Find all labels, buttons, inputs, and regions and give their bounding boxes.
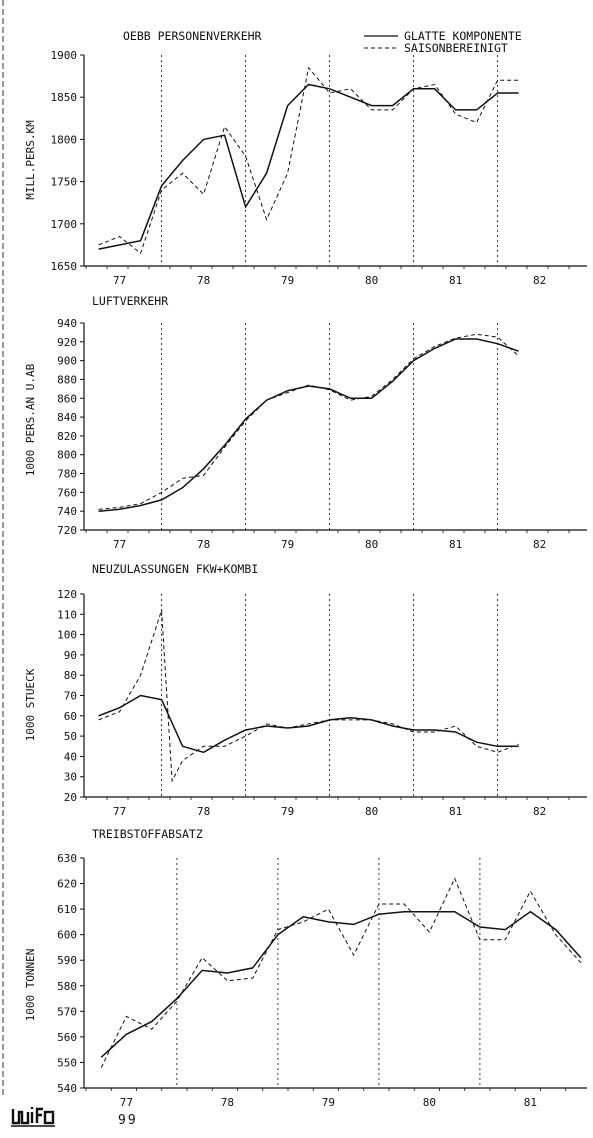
panel-treibstoff-plot: 540 550 560 570 580 590 600 610 620 630 77 78 79 80 81	[57, 852, 587, 1109]
panel-neuzulassungen: NEUZULASSUNGEN FKW+KOMBI 1000 STUECK 20 3…	[24, 562, 587, 818]
panel-neuzulassungen-plot: 20 30 40 50 60 70 80 90 100 110 120 77 78 79 80 81 82	[57, 588, 587, 818]
y-tick-label: 610	[57, 903, 77, 916]
panel-neuzulassungen-title: NEUZULASSUNGEN FKW+KOMBI	[92, 562, 258, 576]
y-tick-label: 1750	[51, 176, 78, 189]
panel-oebb: OEBB PERSONENVERKEHR MILL.PERS.KM 1650 17…	[24, 29, 587, 287]
panel-treibstoff-ylabel: 1000 TONNEN	[24, 949, 37, 1022]
series-line-glatte	[98, 694, 519, 754]
panel-treibstoff: TREIBSTOFFABSATZ 1000 TONNEN 540 550 560 57…	[24, 827, 587, 1109]
y-tick-label: 630	[57, 852, 77, 865]
y-tick-label: 1650	[51, 260, 78, 273]
y-tick-label: 600	[57, 929, 77, 942]
x-tick-label: 82	[533, 538, 546, 551]
panel-oebb-plot: 1650 1700 1750 1800 1850 1900 77 78 79 80 81 82	[51, 49, 587, 287]
series-line-glatte	[98, 338, 519, 512]
y-tick-label: 780	[57, 468, 77, 481]
y-tick-label: 1900	[51, 49, 78, 62]
y-tick-label: 570	[57, 1005, 77, 1018]
series-line-saison	[98, 66, 519, 255]
x-tick-label: 79	[322, 1096, 335, 1109]
series-line-glatte	[100, 910, 582, 1058]
series-line-saison	[98, 333, 519, 510]
y-tick-label: 90	[64, 649, 77, 662]
y-tick-label: 590	[57, 954, 77, 967]
y-tick-label: 20	[64, 791, 77, 804]
y-tick-label: 1700	[51, 218, 78, 231]
panel-neuzulassungen-ylabel: 1000 STUECK	[24, 668, 37, 741]
x-tick-label: 80	[365, 274, 378, 287]
series-line-glatte	[98, 83, 519, 250]
x-tick-label: 77	[113, 274, 126, 287]
panel-luftverkehr-title: LUFTVERKEHR	[92, 294, 168, 308]
y-tick-label: 560	[57, 1031, 77, 1044]
y-tick-label: 1800	[51, 133, 78, 146]
y-tick-label: 720	[57, 524, 77, 537]
y-tick-label: 740	[57, 505, 77, 518]
y-tick-label: 40	[64, 750, 77, 763]
panel-luftverkehr: LUFTVERKEHR 1000 PERS.AN U.AB 7207407607…	[24, 294, 587, 551]
x-tick-label: 82	[533, 274, 546, 287]
y-tick-label: 840	[57, 411, 77, 424]
x-tick-label: 80	[365, 538, 378, 551]
y-tick-label: 900	[57, 355, 77, 368]
y-tick-label: 760	[57, 486, 77, 499]
legend: GLATTE KOMPONENTE SAISONBEREINIGT	[364, 29, 522, 55]
x-tick-label: 80	[365, 805, 378, 818]
x-tick-label: 77	[113, 805, 126, 818]
panel-luftverkehr-ylabel: 1000 PERS.AN U.AB	[24, 363, 37, 476]
y-tick-label: 800	[57, 449, 77, 462]
y-tick-label: 70	[64, 690, 77, 703]
series-line-saison	[100, 877, 582, 1068]
y-tick-label: 110	[57, 608, 77, 621]
panel-treibstoff-title: TREIBSTOFFABSATZ	[92, 827, 203, 841]
x-tick-label: 78	[197, 538, 210, 551]
y-tick-label: 1850	[51, 91, 78, 104]
y-tick-label: 860	[57, 392, 77, 405]
x-tick-label: 77	[120, 1096, 133, 1109]
x-tick-label: 81	[449, 805, 462, 818]
y-tick-label: 50	[64, 730, 77, 743]
x-tick-label: 81	[449, 538, 462, 551]
x-tick-label: 78	[221, 1096, 234, 1109]
y-tick-label: 550	[57, 1056, 77, 1069]
y-tick-label: 120	[57, 588, 77, 601]
y-tick-label: 880	[57, 373, 77, 386]
y-tick-label: 100	[57, 629, 77, 642]
page-number: 99	[118, 1113, 138, 1128]
y-tick-label: 820	[57, 430, 77, 443]
y-tick-label: 580	[57, 980, 77, 993]
y-tick-label: 60	[64, 710, 77, 723]
x-tick-label: 79	[281, 805, 294, 818]
x-tick-label: 81	[524, 1096, 537, 1109]
y-tick-label: 80	[64, 669, 77, 682]
panel-oebb-title: OEBB PERSONENVERKEHR	[123, 29, 262, 43]
legend-label-saison: SAISONBEREINIGT	[404, 41, 508, 55]
panel-oebb-ylabel: MILL.PERS.KM	[24, 120, 37, 200]
panel-luftverkehr-plot: 720 740 760 780 800 820 840 860 880 900 920 940 77 78…	[57, 317, 587, 551]
y-tick-label: 30	[64, 771, 77, 784]
legend-label-glatte: GLATTE KOMPONENTE	[404, 29, 522, 43]
y-tick-label: 540	[57, 1082, 77, 1095]
x-tick-label: 77	[113, 538, 126, 551]
x-tick-label: 80	[423, 1096, 436, 1109]
y-tick-label: 920	[57, 336, 77, 349]
wifo-logo	[11, 1107, 55, 1127]
y-tick-label: 940	[57, 317, 77, 330]
x-tick-label: 79	[281, 274, 294, 287]
y-tick-label: 620	[57, 878, 77, 891]
x-tick-label: 78	[197, 274, 210, 287]
x-tick-label: 78	[197, 805, 210, 818]
x-tick-label: 79	[281, 538, 294, 551]
x-tick-label: 82	[533, 805, 546, 818]
x-tick-label: 81	[449, 274, 462, 287]
series-line-saison	[98, 610, 519, 783]
